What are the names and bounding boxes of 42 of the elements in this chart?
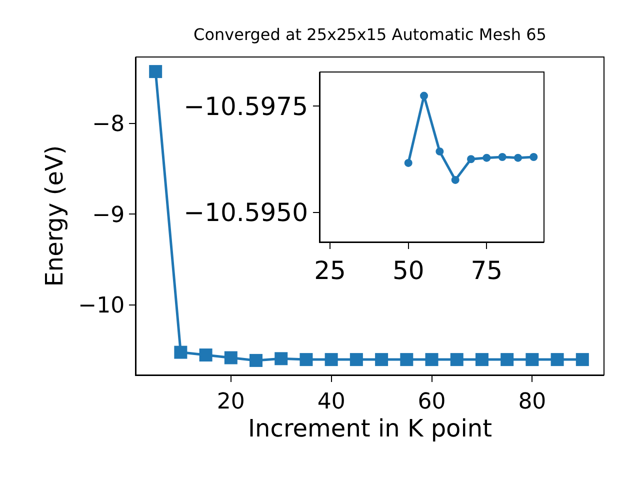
point [425, 353, 438, 366]
x-tick-label: 75 [470, 256, 503, 285]
point [514, 154, 522, 162]
point [451, 176, 460, 184]
point [475, 353, 488, 366]
y-tick-label: −10 [78, 294, 125, 319]
point [224, 351, 238, 364]
point [404, 158, 412, 167]
point [300, 353, 313, 366]
y-axis-title: Energy (eV) [40, 145, 68, 287]
point [174, 346, 188, 359]
point [149, 65, 162, 78]
point [250, 354, 263, 367]
x-tick-label: 20 [216, 389, 245, 414]
point [576, 353, 589, 366]
point [530, 153, 538, 161]
point [420, 92, 428, 100]
point [400, 353, 414, 366]
x-tick-label: 60 [418, 389, 446, 414]
point [450, 353, 464, 366]
point [324, 353, 338, 366]
point [526, 353, 539, 366]
x-tick-label: 40 [317, 389, 346, 414]
point [199, 348, 212, 362]
point [500, 353, 514, 366]
x-tick-label: 50 [392, 256, 424, 285]
y-tick-label: −9 [92, 202, 125, 228]
point [467, 155, 475, 164]
x-axis-title: Increment in K point [248, 414, 492, 443]
point [550, 353, 564, 366]
point [375, 353, 388, 366]
chart-title: Converged at 25x25x15 Automatic Mesh 65 [194, 25, 546, 44]
y-tick-label: −10.5950 [184, 198, 308, 227]
y-tick-label: −10.5975 [184, 92, 308, 121]
point [498, 153, 506, 161]
point [436, 147, 444, 156]
x-tick-label: 25 [314, 256, 346, 285]
y-tick-label: −8 [92, 112, 125, 138]
x-tick-label: 80 [518, 389, 546, 414]
point [274, 352, 288, 366]
point [482, 154, 491, 162]
point [350, 353, 363, 366]
